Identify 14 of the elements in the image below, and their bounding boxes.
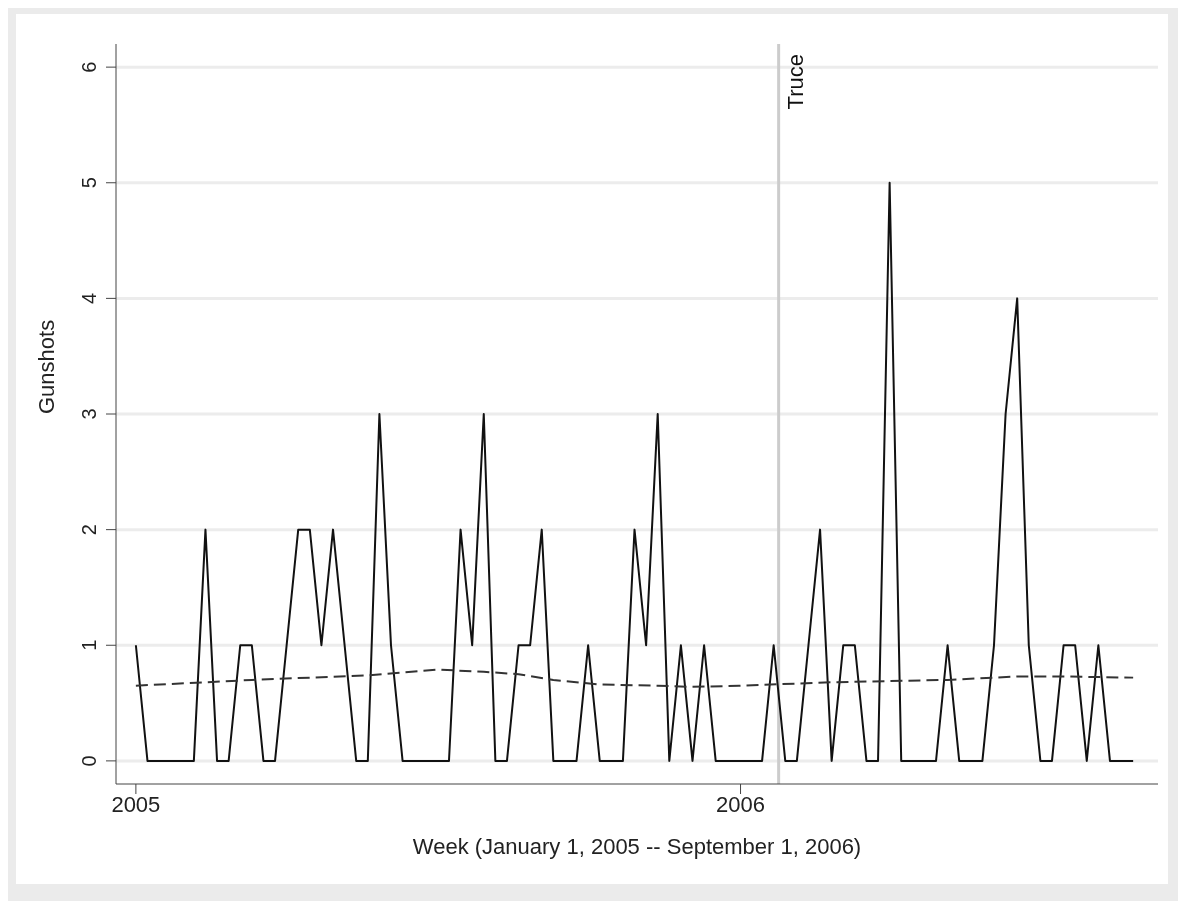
y-tick-label: 4: [78, 292, 100, 304]
y-tick-label: 2: [78, 524, 100, 536]
ref-line-label: Truce: [782, 54, 808, 110]
y-tick-label: 1: [78, 639, 100, 651]
y-tick-label: 5: [78, 177, 100, 189]
line-series: [134, 668, 1135, 688]
x-tick-label: 2006: [716, 791, 766, 817]
y-tick-label: 3: [78, 408, 100, 420]
y-tick-label: 0: [78, 755, 100, 767]
y-axis-title: Gunshots: [33, 319, 59, 414]
x-axis-title: Week (January 1, 2005 -- September 1, 2006): [412, 834, 862, 859]
y-tick-label: 6: [78, 61, 100, 73]
line-series: [134, 181, 1135, 762]
x-tick-label: 2005: [111, 791, 161, 817]
